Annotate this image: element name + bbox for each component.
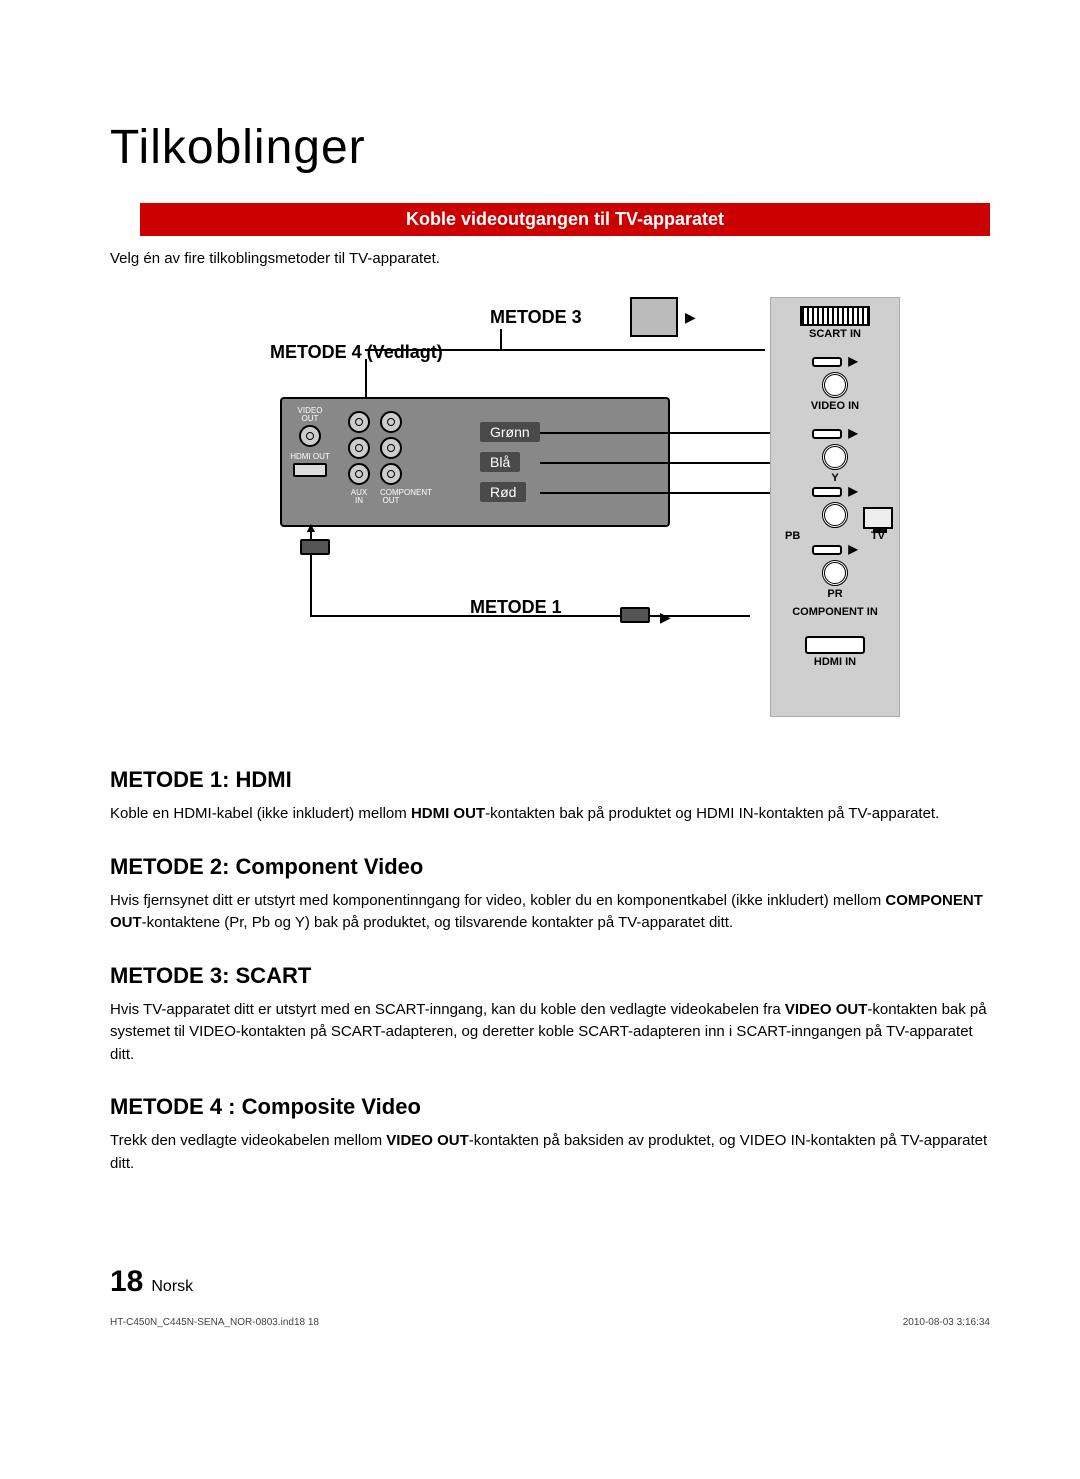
- jack-pr: [348, 463, 370, 485]
- section-bar: Koble videoutgangen til TV-apparatet: [140, 203, 990, 236]
- plug-icon-pb: [812, 487, 842, 497]
- arrow-up-icon: ▲: [304, 519, 318, 535]
- tv-pr-port-icon: [822, 560, 848, 586]
- port-aux-in: AUX IN: [348, 489, 370, 505]
- m2-p1: Hvis fjernsynet ditt er utstyrt med komp…: [110, 892, 885, 909]
- tv-component-label: COMPONENT IN: [777, 606, 893, 618]
- scart-adapter-icon: [630, 297, 678, 337]
- cable-blue: Blå: [480, 452, 520, 472]
- plug-icon-pr: [812, 545, 842, 555]
- line-hdmi-h: [310, 615, 750, 617]
- m1-text: Koble en HDMI-kabel (ikke inkludert) mel…: [110, 803, 990, 826]
- jack-pb: [348, 437, 370, 459]
- m1-heading: METODE 1: HDMI: [110, 767, 990, 793]
- label-method4: METODE 4 (Vedlagt): [270, 342, 443, 363]
- intro-text: Velg én av fire tilkoblingsmetoder til T…: [110, 250, 990, 267]
- tv-icon: [863, 507, 893, 529]
- m1-b1: HDMI OUT: [411, 805, 485, 822]
- m4-p1: Trekk den vedlagte videokabelen mellom: [110, 1132, 386, 1149]
- tv-y-port-icon: [822, 444, 848, 470]
- tv-y-label: Y: [777, 472, 893, 484]
- plug-icon-video: [812, 357, 842, 367]
- port-component-out: COMPONENT OUT: [380, 489, 402, 505]
- jack-y: [348, 411, 370, 433]
- hdmi-plug-cable: [620, 607, 650, 623]
- m3-heading: METODE 3: SCART: [110, 963, 990, 989]
- arrow-hdmi: ▶: [660, 609, 671, 626]
- print-meta: HT-C450N_C445N-SENA_NOR-0803.ind18 18 20…: [110, 1317, 990, 1328]
- page-footer: 18 Norsk: [110, 1265, 990, 1299]
- tv-hdmi-label: HDMI IN: [777, 656, 893, 668]
- port-hdmi-out: HDMI OUT: [290, 453, 330, 461]
- hdmi-plug-device: [300, 539, 330, 555]
- tv-hdmi-port-icon: [805, 636, 865, 654]
- plug-icon-y: [812, 429, 842, 439]
- connection-diagram: METODE 3 METODE 4 (Vedlagt) METODE 2 MET…: [200, 287, 900, 727]
- tv-scart-port-icon: [800, 306, 870, 326]
- label-method3: METODE 3: [490, 307, 582, 328]
- m1-p1: Koble en HDMI-kabel (ikke inkludert) mel…: [110, 805, 411, 822]
- line-m3-v: [500, 329, 502, 349]
- tv-pb-label: PB: [785, 530, 800, 542]
- tv-video-port-icon: [822, 372, 848, 398]
- line-comp-b: [540, 462, 770, 464]
- m3-text: Hvis TV-apparatet ditt er utstyrt med en…: [110, 999, 990, 1067]
- page-title: Tilkoblinger: [110, 120, 990, 175]
- cable-red: Rød: [480, 482, 526, 502]
- m2-heading: METODE 2: Component Video: [110, 854, 990, 880]
- tv-pb-port-icon: [822, 502, 848, 528]
- m2-text: Hvis fjernsynet ditt er utstyrt med komp…: [110, 890, 990, 935]
- cable-green: Grønn: [480, 422, 540, 442]
- line-m3-h: [365, 349, 765, 351]
- tv-video-label: VIDEO IN: [777, 400, 893, 412]
- page-lang: Norsk: [151, 1278, 193, 1296]
- tv-input-panel: SCART IN VIDEO IN Y PB TV PR COMPONENT I…: [770, 297, 900, 717]
- m4-b1: VIDEO OUT: [386, 1132, 469, 1149]
- arrow-scart: ▶: [685, 309, 696, 326]
- print-meta-left: HT-C450N_C445N-SENA_NOR-0803.ind18 18: [110, 1317, 319, 1328]
- m1-p2: -kontakten bak på produktet og HDMI IN-k…: [485, 805, 939, 822]
- line-comp-g: [540, 432, 770, 434]
- page-number: 18: [110, 1265, 143, 1299]
- line-comp-r: [540, 492, 770, 494]
- tv-pr-label: PR: [777, 588, 893, 600]
- m2-p2: -kontaktene (Pr, Pb og Y) bak på produkt…: [142, 914, 733, 931]
- m4-heading: METODE 4 : Composite Video: [110, 1094, 990, 1120]
- line-m4: [365, 359, 367, 399]
- m3-b1: VIDEO OUT: [785, 1001, 868, 1018]
- tv-scart-label: SCART IN: [777, 328, 893, 340]
- m3-p1: Hvis TV-apparatet ditt er utstyrt med en…: [110, 1001, 785, 1018]
- port-video-out: VIDEO OUT: [290, 407, 330, 423]
- print-meta-right: 2010-08-03 3:16:34: [903, 1317, 990, 1328]
- m4-text: Trekk den vedlagte videokabelen mellom V…: [110, 1130, 990, 1175]
